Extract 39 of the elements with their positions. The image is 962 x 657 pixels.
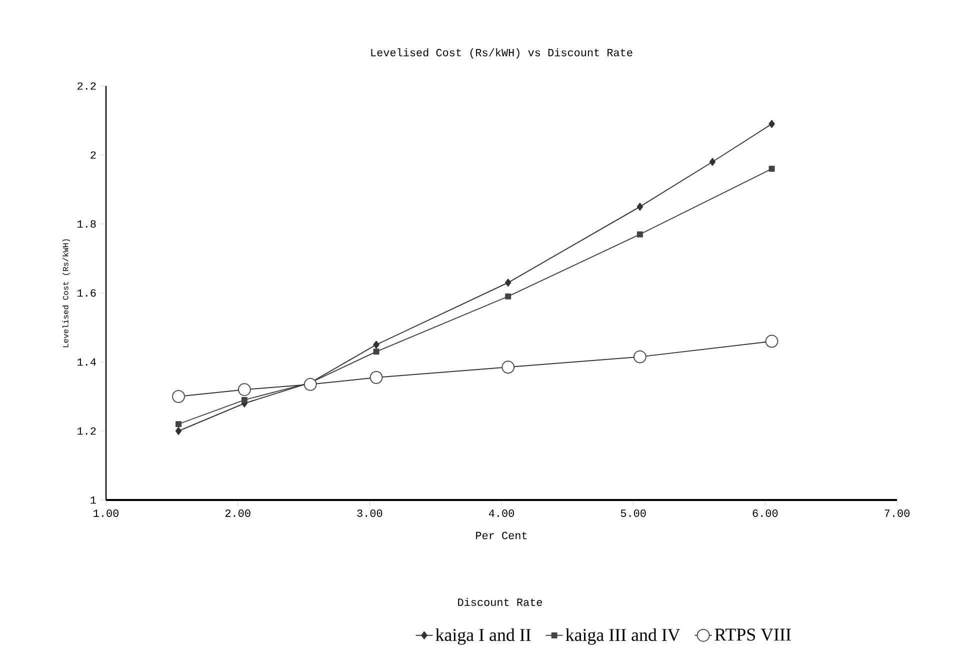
y-tick-label: 1.4 bbox=[78, 358, 96, 366]
y-tick-label: 2 bbox=[90, 151, 96, 159]
legend-label: kaiga III and IV bbox=[566, 628, 680, 645]
x-axis-title: Per Cent bbox=[476, 532, 527, 540]
point bbox=[373, 348, 380, 355]
point bbox=[505, 293, 512, 300]
x-tick-label: 3.00 bbox=[357, 510, 382, 517]
y-tick-label: 1 bbox=[90, 496, 96, 504]
x-tick-label: 2.00 bbox=[225, 510, 250, 517]
y-tick-label: 1.2 bbox=[78, 427, 96, 435]
chart-title: Levelised Cost (Rs/kWH) vs Discount Rate bbox=[371, 48, 632, 58]
point bbox=[175, 427, 182, 435]
point bbox=[238, 383, 251, 396]
legend-label: RTPS VIII bbox=[714, 628, 791, 641]
x-tick-label: 6.00 bbox=[752, 510, 778, 517]
x-tick-label: 7.00 bbox=[884, 510, 910, 517]
x-tick-label: 1.00 bbox=[94, 510, 118, 517]
point bbox=[370, 371, 383, 384]
x-tick-label: 5.00 bbox=[620, 510, 646, 517]
point bbox=[241, 396, 248, 403]
point bbox=[633, 350, 646, 364]
point bbox=[502, 360, 515, 374]
legend-label: kaiga I and II bbox=[436, 628, 531, 645]
point bbox=[172, 390, 185, 403]
x-tick-label: 4.00 bbox=[488, 510, 514, 517]
point bbox=[765, 334, 778, 348]
point bbox=[176, 421, 182, 428]
y-tick-label: 2.2 bbox=[78, 82, 96, 90]
text: Discount Rate bbox=[458, 598, 542, 606]
point bbox=[636, 202, 644, 211]
y-tick-label: 1.8 bbox=[78, 220, 96, 228]
point bbox=[304, 378, 317, 391]
point bbox=[768, 166, 775, 172]
point bbox=[709, 158, 716, 166]
point bbox=[373, 340, 380, 349]
point bbox=[636, 231, 643, 238]
point bbox=[504, 278, 512, 287]
point bbox=[768, 120, 775, 128]
y-tick-label: 1.6 bbox=[78, 289, 96, 297]
